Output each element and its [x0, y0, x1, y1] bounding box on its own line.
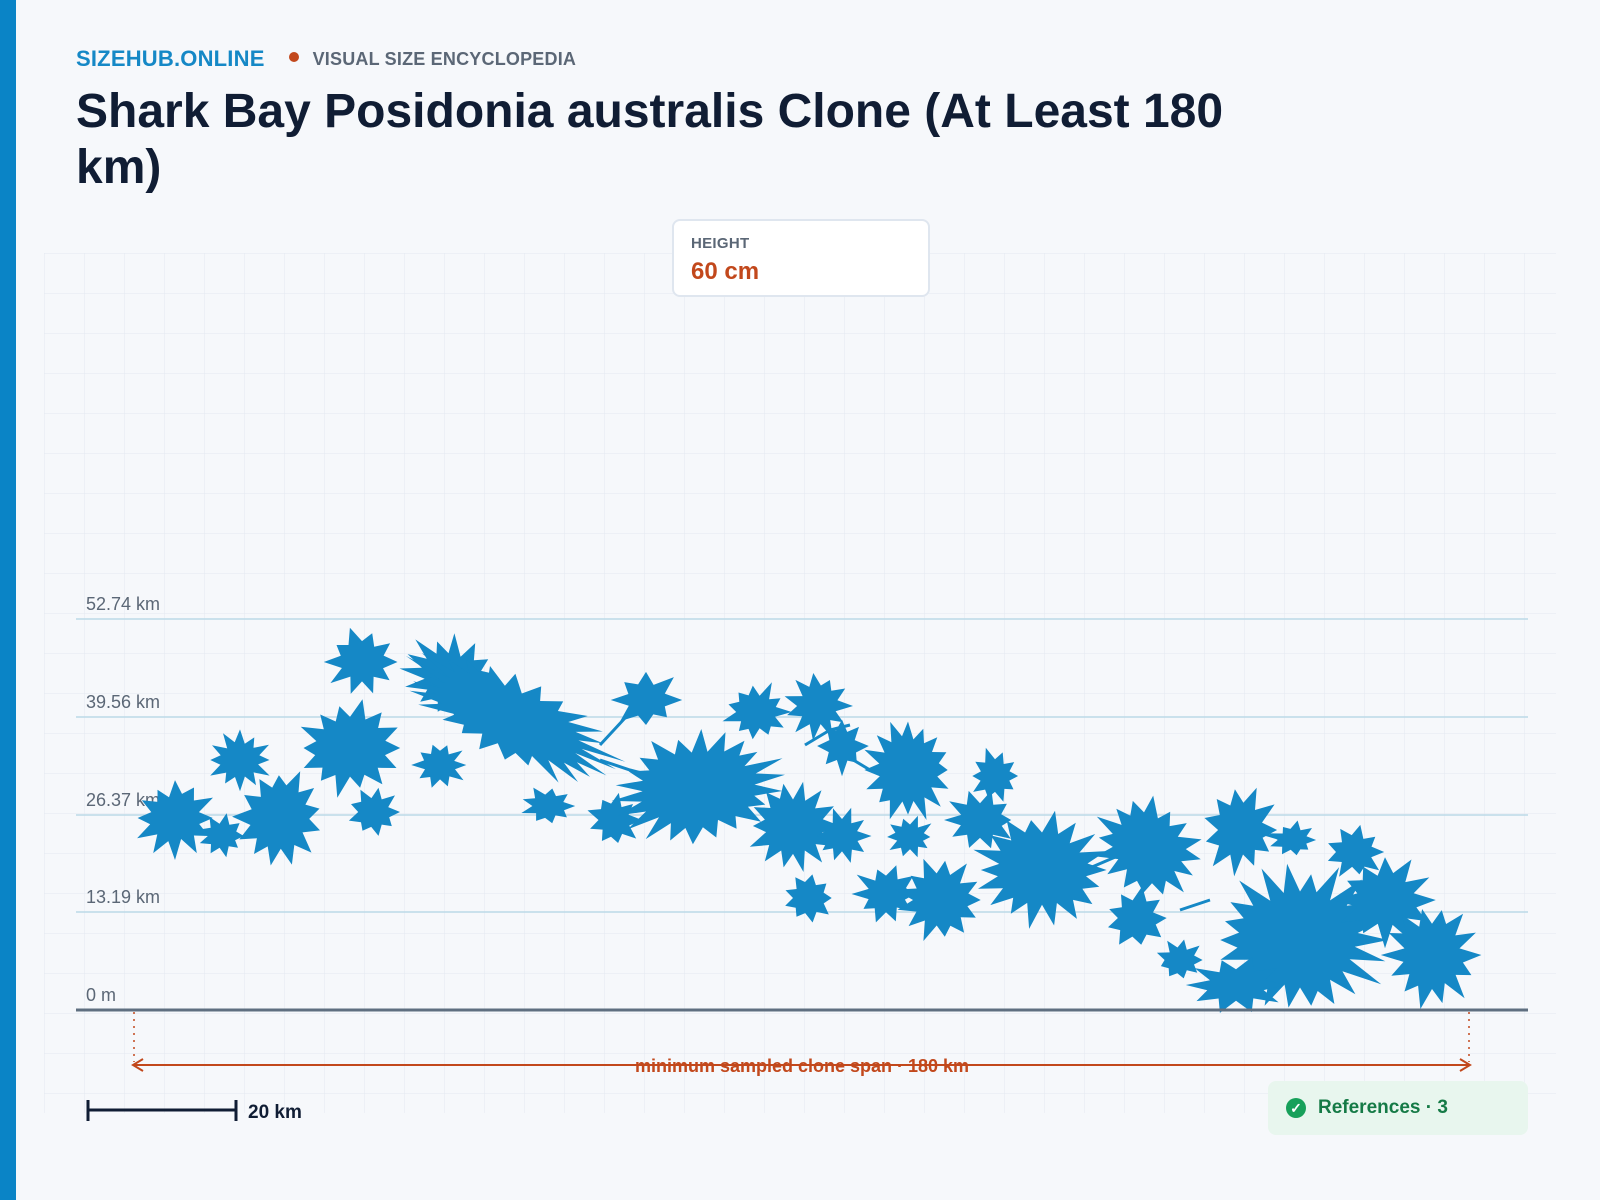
reference-line-label: 0 m — [86, 985, 116, 1005]
reference-line-label: 39.56 km — [86, 692, 160, 712]
seagrass-clump — [1204, 787, 1278, 877]
reference-line-label: 52.74 km — [86, 594, 160, 614]
seagrass-clump — [784, 673, 853, 741]
seagrass-clump — [1185, 956, 1285, 1013]
seagrass-clump — [887, 815, 932, 858]
accent-bar — [0, 0, 16, 1200]
seagrass-clump — [817, 807, 872, 863]
seagrass-clump — [405, 652, 626, 783]
rhizome-stem — [1179, 898, 1211, 912]
seagrass-clump — [817, 719, 869, 777]
seagrass-clump — [973, 810, 1107, 929]
seagrass-clump — [1108, 886, 1167, 945]
seagrass-clump — [944, 790, 1012, 849]
check-circle-icon: ✓ — [1286, 1098, 1306, 1118]
seagrass-clump — [1095, 795, 1202, 895]
span-arrow-right-head — [1459, 1058, 1472, 1072]
references-label: References · 3 — [1318, 1097, 1448, 1118]
seagrass-clump — [587, 792, 642, 843]
seagrass-clump — [610, 671, 683, 725]
separator-dot — [288, 52, 299, 62]
height-card: HEIGHT 60 cm — [672, 219, 930, 297]
seagrass-clump — [521, 787, 576, 824]
seagrass-clump — [1327, 824, 1385, 877]
seagrass-clump — [348, 787, 400, 836]
seagrass-clump — [1332, 857, 1436, 949]
seagrass-clump — [972, 747, 1019, 802]
references-button[interactable]: ✓ References · 3 — [1268, 1081, 1528, 1135]
page-title: Shark Bay Posidonia australis Clone (At … — [76, 85, 1224, 194]
seagrass-clump — [210, 729, 270, 792]
seagrass-clump — [1380, 909, 1482, 1009]
seagrass-clump — [411, 744, 467, 788]
seagrass-clone-silhouette — [137, 627, 1482, 1013]
height-value: 60 cm — [691, 258, 760, 285]
site-tagline: VISUAL SIZE ENCYCLOPEDIA — [312, 48, 577, 69]
seagrass-clump — [232, 771, 320, 866]
reference-line-label: 26.37 km — [86, 790, 160, 810]
seagrass-clump — [864, 721, 949, 820]
seagrass-clump — [749, 781, 841, 872]
seagrass-clump — [722, 682, 792, 740]
seagrass-clump — [300, 699, 401, 798]
seagrass-clump — [851, 865, 916, 923]
scale-bar-label: 20 km — [248, 1102, 302, 1123]
height-label: HEIGHT — [691, 235, 750, 252]
seagrass-clump — [1156, 939, 1203, 979]
seagrass-clump — [137, 780, 213, 860]
seagrass-clump — [611, 729, 785, 845]
seagrass-clump — [1268, 820, 1317, 856]
seagrass-clump — [895, 858, 981, 941]
scale-bar: 20 km — [86, 1100, 302, 1123]
brand-row: SIZEHUB.ONLINE VISUAL SIZE ENCYCLOPEDIA — [76, 46, 576, 72]
seagrass-clump — [785, 874, 832, 923]
span-label: minimum sampled clone span · 180 km — [635, 1056, 969, 1076]
seagrass-clump — [199, 813, 244, 858]
site-brand[interactable]: SIZEHUB.ONLINE — [76, 46, 265, 71]
span-arrow-left-head — [131, 1058, 144, 1072]
seagrass-clump — [323, 627, 398, 694]
reference-line-label: 13.19 km — [86, 887, 160, 907]
